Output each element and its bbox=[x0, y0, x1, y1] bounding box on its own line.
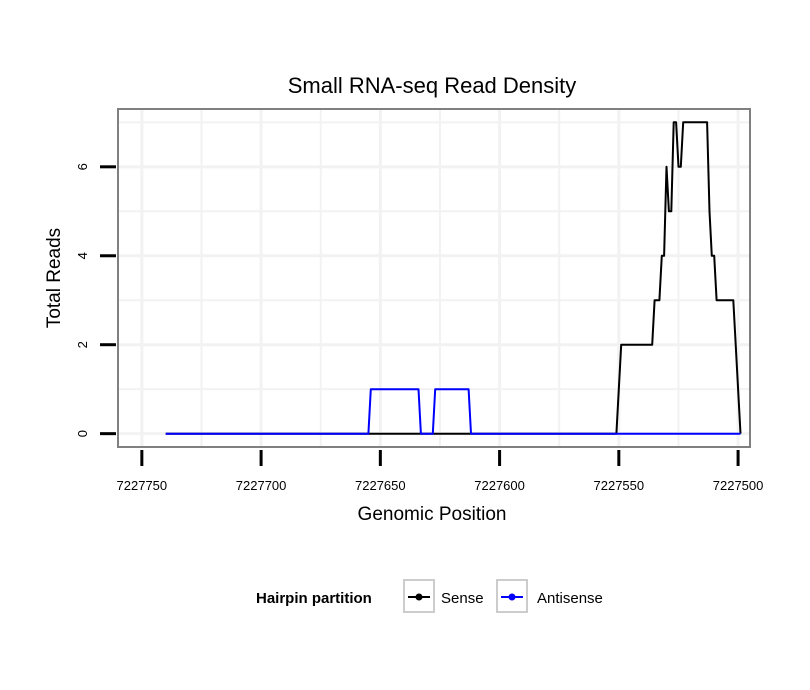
y-axis: 0 2 4 6 bbox=[75, 163, 116, 437]
legend-label-sense: Sense bbox=[441, 590, 484, 607]
x-axis: 7227750 7227700 7227650 7227600 7227550 72275… bbox=[117, 450, 764, 493]
legend: Hairpin partition Sense Antisense bbox=[256, 579, 603, 613]
legend-label-antisense: Antisense bbox=[537, 590, 603, 607]
y-tick-label: 4 bbox=[75, 252, 90, 259]
x-tick-label: 7227700 bbox=[236, 478, 287, 493]
legend-marker-antisense bbox=[508, 593, 516, 601]
y-tick-label: 0 bbox=[75, 430, 90, 437]
legend-entry-sense: Sense bbox=[403, 579, 484, 613]
series-line-sense bbox=[165, 121, 742, 435]
series-line-antisense bbox=[165, 388, 741, 435]
y-tick-label: 2 bbox=[75, 341, 90, 348]
plot-panel-border bbox=[117, 108, 751, 448]
legend-marker-sense bbox=[415, 593, 423, 601]
x-tick-label: 7227750 bbox=[117, 478, 168, 493]
y-axis-title: Total Reads bbox=[44, 228, 65, 328]
x-tick-label: 7227600 bbox=[474, 478, 525, 493]
legend-title: Hairpin partition bbox=[256, 590, 372, 607]
x-axis-title: Genomic Position bbox=[358, 504, 507, 525]
x-tick-label: 7227550 bbox=[594, 478, 645, 493]
series-layer bbox=[165, 121, 742, 435]
x-tick-label: 7227500 bbox=[713, 478, 764, 493]
chart-title: Small RNA-seq Read Density bbox=[288, 73, 577, 98]
legend-entry-antisense: Antisense bbox=[496, 579, 603, 613]
y-tick-label: 6 bbox=[75, 163, 90, 170]
x-tick-label: 7227650 bbox=[355, 478, 406, 493]
